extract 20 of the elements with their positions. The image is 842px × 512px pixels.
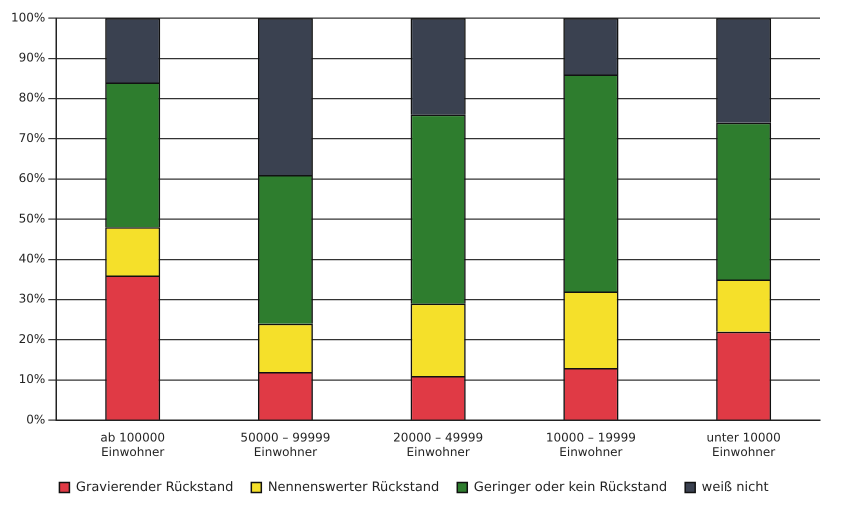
x-tick-label: 20000 – 49999 Einwohner (393, 430, 484, 459)
y-tick-label: 30% (18, 292, 46, 306)
legend-label: Geringer oder kein Rückstand (474, 480, 668, 495)
y-tick-label: 10% (18, 372, 46, 386)
y-tick-label: 20% (18, 332, 46, 346)
x-tick-label: ab 100000 Einwohner (100, 430, 165, 459)
x-tick-label: 50000 – 99999 Einwohner (240, 430, 330, 459)
y-tick-label: 50% (18, 211, 46, 226)
y-tick-label: 40% (18, 252, 46, 266)
y-tick-label: 90% (18, 50, 46, 65)
y-tick-label: 60% (18, 171, 46, 186)
y-tick-label: 80% (18, 90, 46, 105)
y-tick-label: 0% (26, 412, 46, 426)
x-tick-label: 10000 – 19999 Einwohner (546, 430, 636, 459)
legend-label: weiß nicht (702, 480, 769, 495)
legend-label: Nennenswerter Rückstand (268, 480, 440, 495)
x-tick-label: unter 10000 Einwohner (706, 430, 781, 459)
y-tick-label: 70% (18, 130, 46, 145)
y-tick-label: 100% (10, 10, 46, 24)
legend-label: Gravierender Rückstand (76, 480, 234, 495)
